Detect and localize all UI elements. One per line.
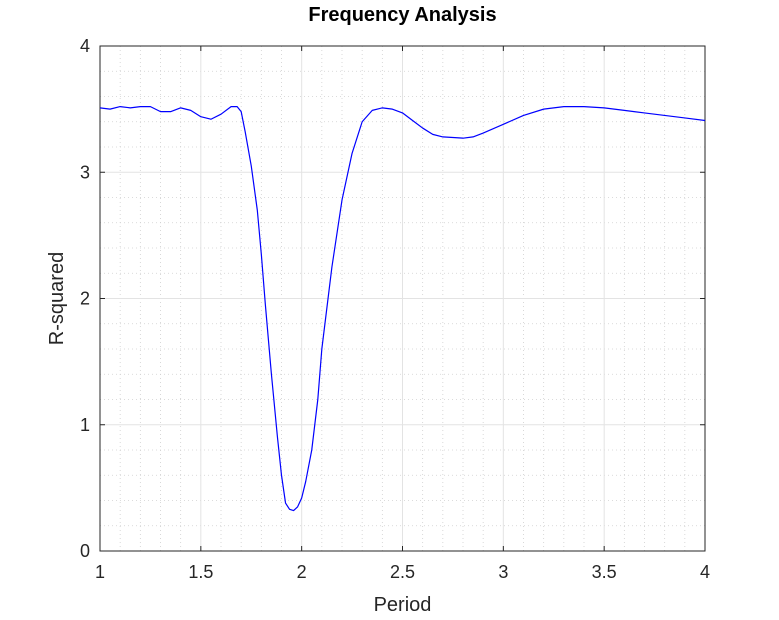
x-tick-label: 1 — [95, 562, 105, 582]
x-tick-label: 2.5 — [390, 562, 415, 582]
chart-title: Frequency Analysis — [308, 4, 496, 26]
x-tick-label: 3 — [498, 562, 508, 582]
y-tick-label: 0 — [80, 541, 90, 561]
major-grid — [100, 46, 705, 551]
series-line — [99, 105, 706, 512]
x-tick-labels: 1 1.5 2 2.5 3 3.5 4 — [95, 562, 710, 582]
y-tick-label: 3 — [80, 162, 90, 182]
y-axis-label: R-squared — [46, 252, 68, 345]
x-tick-label: 2 — [297, 562, 307, 582]
series-layer — [99, 105, 706, 512]
y-tick-label: 4 — [80, 36, 90, 56]
y-tick-labels: 0 1 2 3 4 — [80, 36, 90, 561]
x-axis-label: Period — [374, 594, 432, 616]
x-tick-label: 3.5 — [592, 562, 617, 582]
x-tick-label: 1.5 — [188, 562, 213, 582]
y-tick-label: 2 — [80, 289, 90, 309]
y-tick-label: 1 — [80, 415, 90, 435]
x-tick-label: 4 — [700, 562, 710, 582]
tick-marks — [99, 45, 706, 552]
